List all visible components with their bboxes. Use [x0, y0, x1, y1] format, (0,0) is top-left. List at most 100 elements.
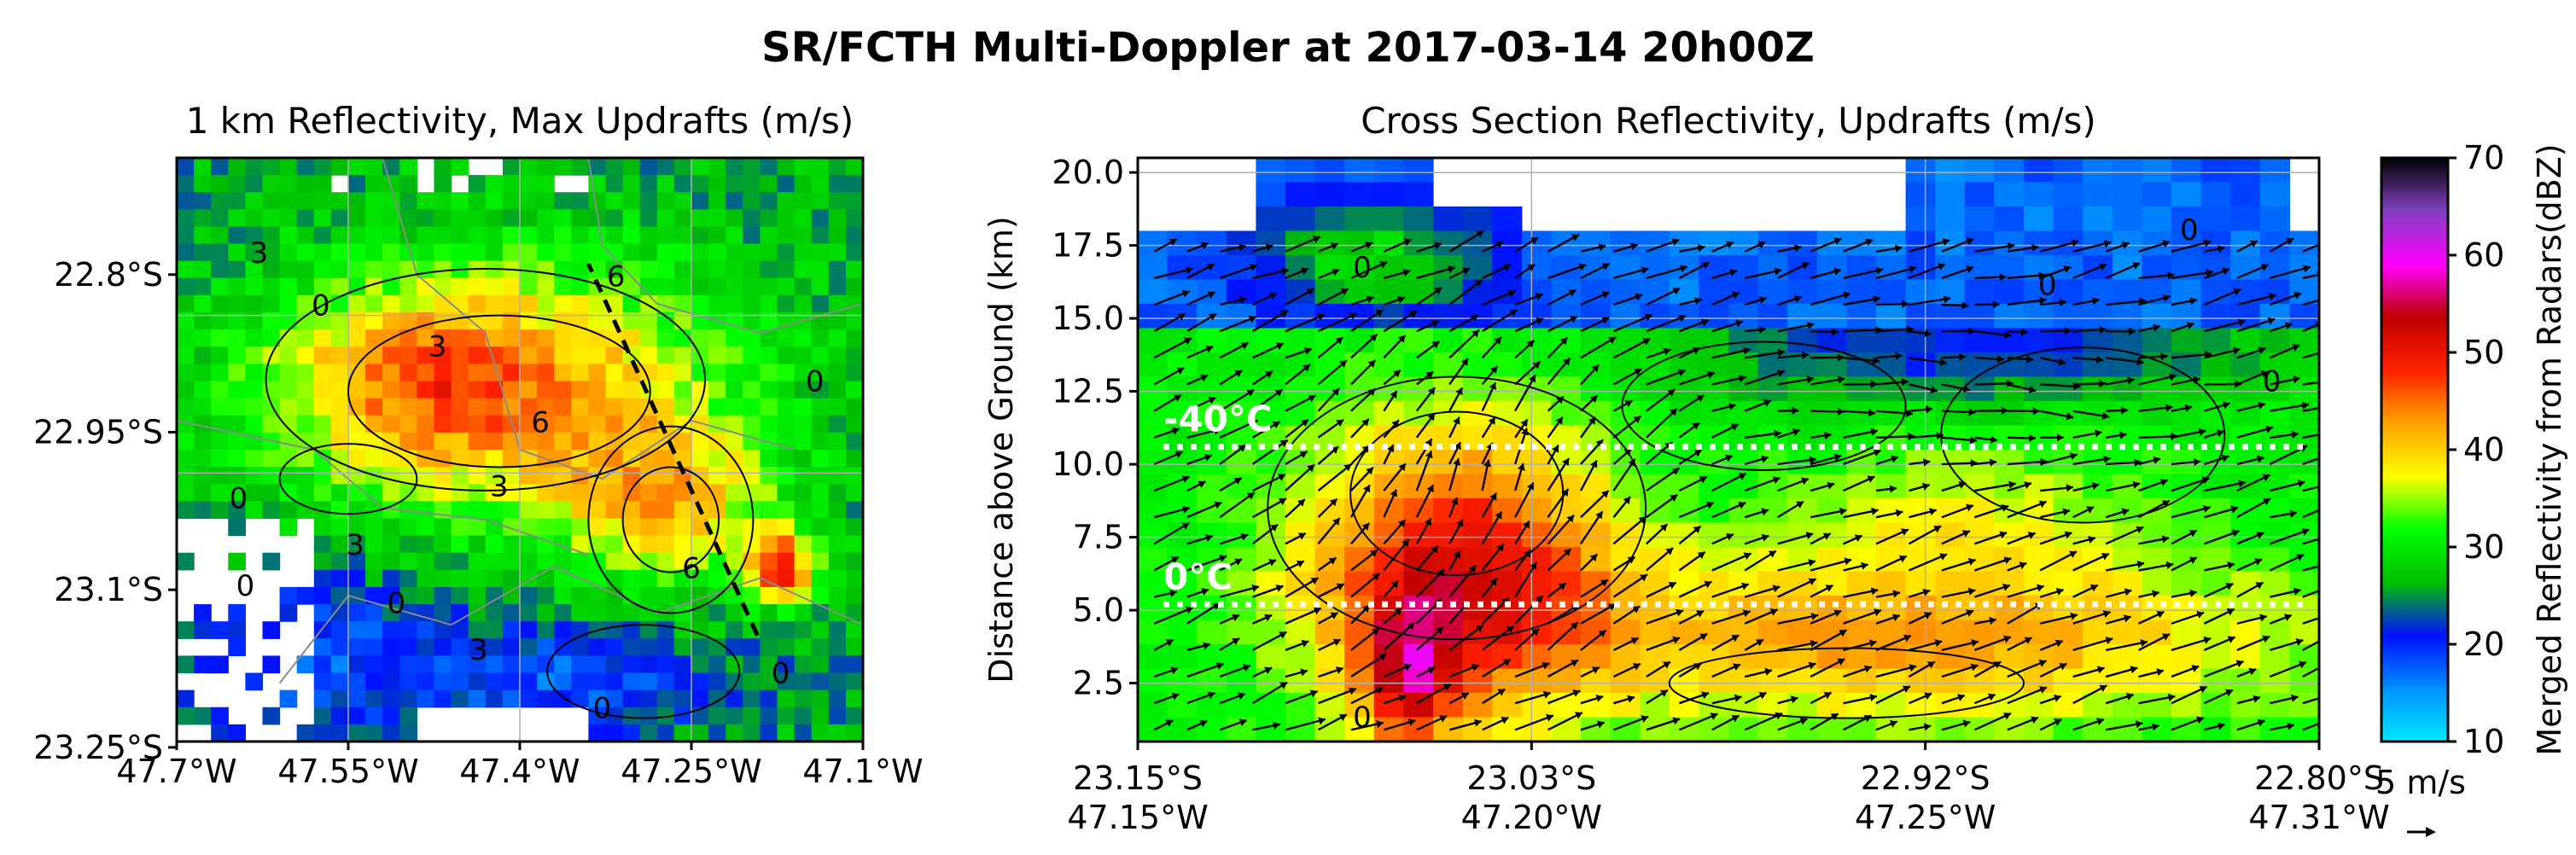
wind-vector — [1514, 549, 1532, 572]
wind-vector — [1941, 301, 1969, 310]
map-updraft-contour — [587, 425, 755, 614]
wind-vector — [1186, 662, 1224, 678]
map-reflectivity-cell — [656, 467, 675, 485]
cross-section-cell — [1373, 619, 1404, 645]
wind-vector — [1285, 498, 1306, 519]
map-reflectivity-cell — [348, 552, 366, 571]
wind-vector — [1416, 340, 1441, 359]
map-contour-label: 0 — [230, 481, 248, 515]
wind-vector — [1186, 602, 1221, 625]
map-reflectivity-cell — [656, 518, 675, 537]
map-reflectivity-cell — [279, 346, 298, 365]
map-reflectivity-cell — [845, 604, 863, 622]
map-reflectivity-cell — [451, 535, 469, 554]
map-reflectivity-cell — [211, 398, 229, 416]
wind-vector — [1514, 520, 1530, 544]
map-reflectivity-cell — [485, 689, 504, 708]
map-contour-label: 3 — [490, 470, 509, 504]
map-reflectivity-cell — [656, 569, 675, 588]
wind-vector — [1909, 238, 1950, 253]
cross-section-cell — [1256, 206, 1286, 232]
wind-vector — [1646, 608, 1684, 625]
wind-vector — [1580, 364, 1600, 386]
wind-vector — [1678, 346, 1701, 359]
map-reflectivity-cell — [811, 243, 830, 262]
map-reflectivity-cell — [811, 175, 830, 193]
wind-vector — [1317, 612, 1339, 625]
wind-vector — [1974, 616, 1997, 625]
map-reflectivity-cell — [673, 484, 692, 502]
cross-section-title: Cross Section Reflectivity, Updrafts (m/… — [1361, 100, 2096, 142]
wind-vector — [2106, 327, 2136, 335]
wind-vector — [2270, 587, 2301, 598]
map-reflectivity-cell — [399, 277, 417, 296]
wind-vector — [1219, 718, 1248, 731]
map-reflectivity-cell — [708, 604, 726, 622]
map-reflectivity-cell — [485, 604, 504, 622]
colorbar-tick-label: 10 — [2463, 723, 2504, 760]
map-reflectivity-cell — [777, 484, 796, 502]
wind-vector — [1350, 573, 1381, 598]
map-reflectivity-cell — [296, 364, 315, 382]
map-reflectivity-cell — [194, 364, 212, 382]
map-reflectivity-cell — [434, 467, 452, 485]
map-reflectivity-cell — [708, 518, 726, 537]
wind-vector — [1711, 552, 1752, 572]
wind-vector — [1219, 614, 1240, 625]
cross-section-cell — [1373, 717, 1404, 742]
cross-section-y-tick-label: 17.5 — [1052, 227, 1124, 265]
map-x-tick-label: 47.4°W — [459, 753, 580, 790]
map-reflectivity-cell — [228, 604, 246, 622]
cross-section-cell — [1285, 230, 1316, 256]
map-reflectivity-cell — [468, 518, 487, 537]
map-reflectivity-cell — [211, 192, 229, 210]
cross-section-cell — [1935, 668, 1966, 694]
wind-vector — [2138, 633, 2171, 651]
colorbar-tick-label: 70 — [2463, 139, 2504, 177]
map-reflectivity-cell — [673, 158, 692, 176]
wind-vector — [1514, 340, 1536, 359]
map-reflectivity-cell — [417, 621, 435, 639]
map-reflectivity-cell — [468, 432, 487, 451]
wind-vector — [1941, 694, 1966, 705]
wind-vector — [1219, 315, 1257, 333]
map-reflectivity-cell — [468, 381, 487, 399]
wind-vector — [1317, 288, 1349, 306]
map-reflectivity-cell — [537, 209, 555, 228]
map-reflectivity-cell — [811, 226, 830, 245]
wind-vector — [1777, 321, 1815, 333]
cross-section-cell — [1699, 255, 1729, 281]
wind-vector — [1646, 369, 1687, 386]
wind-vector — [2072, 379, 2107, 388]
wind-vector — [1219, 444, 1247, 465]
map-reflectivity-cell — [194, 621, 212, 639]
map-reflectivity-cell — [434, 569, 452, 588]
map-reflectivity-cell — [520, 604, 538, 622]
map-reflectivity-cell — [330, 364, 349, 382]
wind-vector — [2138, 668, 2165, 678]
map-reflectivity-cell — [760, 501, 778, 520]
map-reflectivity-cell — [468, 260, 487, 279]
wind-vector — [1579, 459, 1598, 491]
map-reflectivity-cell — [605, 329, 624, 347]
cross-section-cell — [1728, 328, 1759, 353]
map-reflectivity-cell — [656, 329, 675, 347]
wind-vector — [1941, 530, 1971, 545]
isotherm-label: 0°C — [1163, 555, 1233, 597]
wind-vector — [1711, 501, 1746, 519]
cross-section-cell — [1699, 279, 1729, 305]
cross-section-cell — [2053, 206, 2084, 232]
cross-section-cell — [2024, 206, 2054, 232]
map-reflectivity-cell — [399, 689, 417, 708]
map-reflectivity-cell — [845, 312, 863, 330]
map-reflectivity-cell — [502, 294, 521, 313]
map-reflectivity-cell — [639, 672, 658, 691]
cross-section-cell — [1757, 401, 1788, 427]
wind-vector — [1875, 244, 1903, 253]
map-reflectivity-cell — [330, 192, 349, 210]
wind-vector — [1153, 692, 1180, 705]
map-reflectivity-cell — [399, 569, 417, 588]
map-reflectivity-cell — [794, 398, 813, 416]
map-reflectivity-cell — [760, 192, 778, 210]
map-x-tick-label: 47.7°W — [116, 753, 236, 790]
